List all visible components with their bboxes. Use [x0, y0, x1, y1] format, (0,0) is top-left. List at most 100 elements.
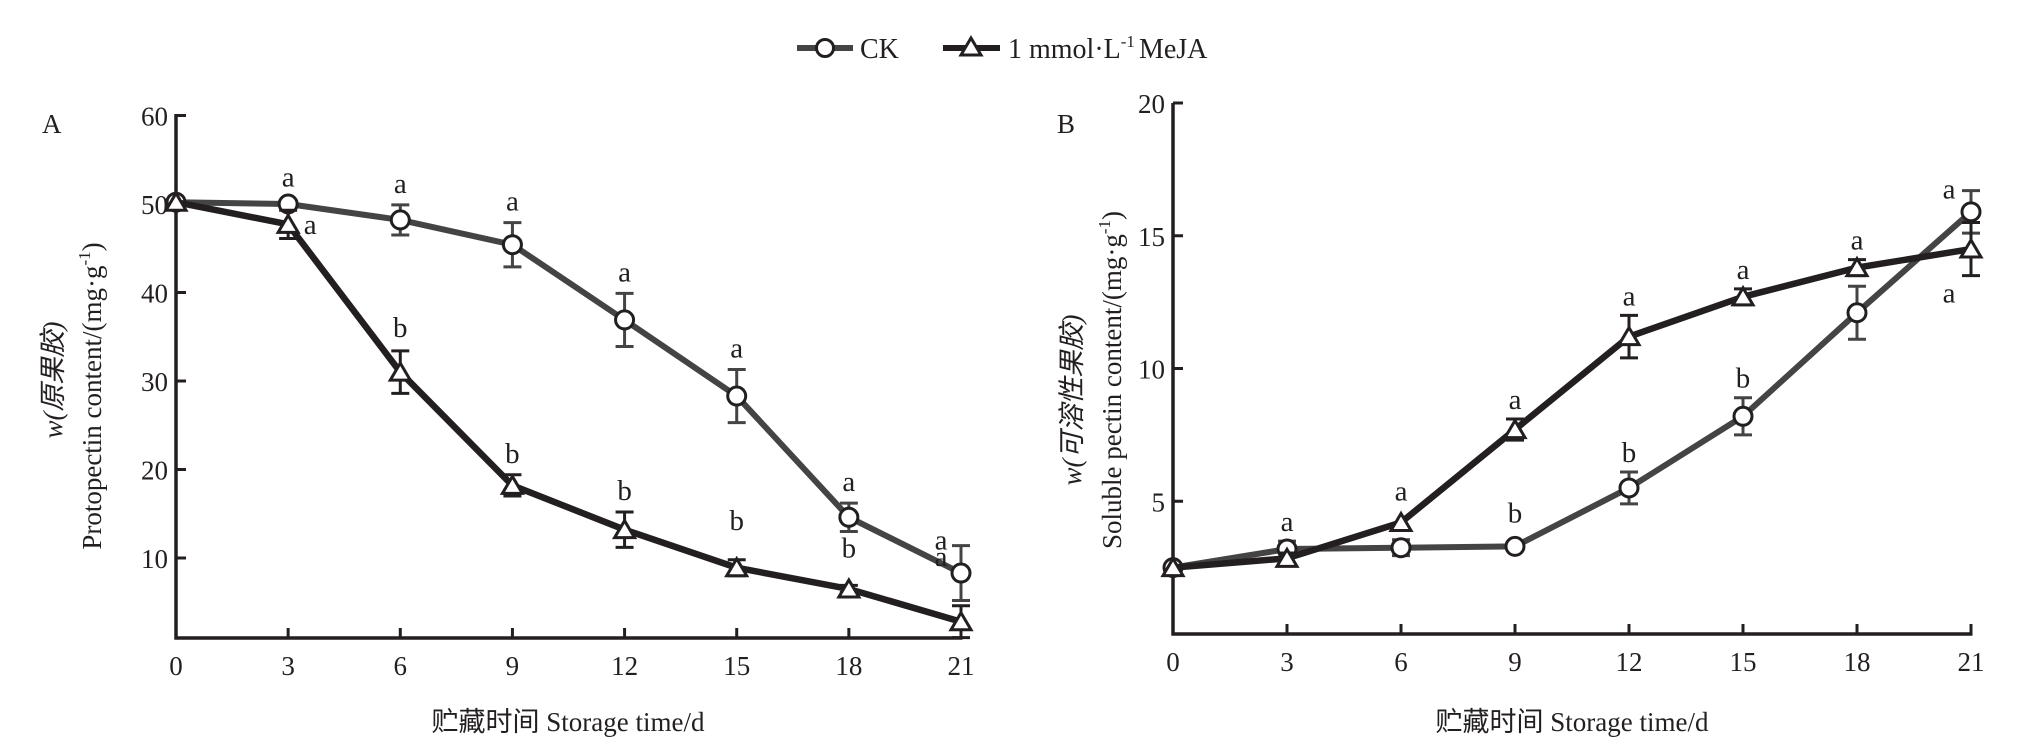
significance-label: a	[304, 209, 317, 241]
significance-label: a	[1943, 174, 1956, 206]
x-tick-label: 12	[611, 651, 638, 681]
data-point-triangle	[1958, 237, 1984, 259]
panel-b-series: abbbaaaaaaaa	[1160, 174, 1984, 579]
data-point-triangle	[163, 190, 189, 212]
significance-label: b	[1622, 437, 1637, 469]
panel-b-soluble-pectin: B w(可溶性果胶) Soluble pectin content/(mg·g-…	[1057, 89, 1985, 737]
data-point-circle	[1504, 535, 1526, 557]
panel-b-y-title: w(可溶性果胶)	[1057, 315, 1087, 486]
data-point-circle	[726, 385, 748, 407]
data-point-triangle	[1730, 284, 1756, 307]
significance-label: b	[842, 532, 857, 564]
data-point-circle	[1732, 405, 1754, 427]
significance-label: a	[1281, 506, 1294, 538]
significance-label: a	[730, 332, 743, 364]
panel-a-y-title: w(原果胶)	[38, 322, 68, 439]
series-ck: a b b b a a	[1162, 174, 1982, 579]
y-tick-label: 10	[1138, 355, 1165, 385]
legend: CK 1 mmol·L-1 MeJA	[797, 32, 1208, 65]
data-point-circle	[1846, 302, 1868, 324]
panel-b-ylabel-sup: -1	[1095, 220, 1114, 234]
x-tick-label: 15	[1730, 647, 1757, 677]
significance-label: a	[394, 168, 407, 200]
panel-a-x-title: 贮藏时间 Storage time/d	[432, 707, 705, 737]
legend-meja-label-tail: MeJA	[1139, 34, 1208, 65]
y-tick-label: 20	[1138, 89, 1165, 119]
legend-meja-marker-icon	[958, 35, 984, 57]
significance-label: b	[393, 312, 408, 344]
y-tick-label: 50	[141, 190, 168, 220]
data-point-circle	[838, 506, 860, 528]
panel-b-ylabel-cn: w(可溶性果胶)	[1057, 315, 1087, 486]
panel-b-x-title: 贮藏时间 Storage time/d	[1436, 707, 1709, 737]
y-tick-label: 30	[141, 367, 168, 397]
x-tick-label: 21	[948, 651, 975, 681]
panel-a-ylabel-en: Protopectin content/(mg·g-1)	[75, 242, 107, 549]
legend-item-meja: 1 mmol·L-1 MeJA	[943, 32, 1208, 65]
legend-ck-label: CK	[860, 34, 899, 65]
data-point-triangle	[387, 360, 413, 382]
panel-b-ylabel-tail: )	[1097, 211, 1127, 220]
y-tick-label: 5	[1152, 487, 1166, 517]
panel-b-ylabel-en-main: Soluble pectin content/(mg·g	[1097, 234, 1127, 549]
y-tick-label: 20	[141, 456, 168, 486]
data-point-triangle	[1274, 546, 1300, 568]
legend-meja-label-sup: -1	[1121, 32, 1135, 51]
panel-a-ylabel-sup: -1	[75, 251, 94, 265]
significance-label: b	[729, 505, 744, 537]
significance-label: b	[1508, 497, 1523, 529]
data-point-circle	[1390, 537, 1412, 559]
x-tick-label: 9	[1508, 647, 1522, 677]
data-point-triangle	[1160, 555, 1186, 578]
panel-a-ylabel-en-main: Protopectin content/(mg·g	[77, 265, 107, 549]
x-tick-label: 3	[1280, 647, 1294, 677]
panel-a-ylabel-cn: w(原果胶)	[38, 322, 68, 439]
significance-label: a	[1395, 475, 1408, 507]
data-point-triangle	[1502, 417, 1528, 440]
panel-b-y-title-en: Soluble pectin content/(mg·g-1)	[1095, 211, 1127, 549]
series-meja: a a a a a a	[1160, 220, 1984, 578]
data-point-triangle	[1844, 255, 1870, 278]
significance-label: a	[506, 186, 519, 218]
data-point-triangle	[275, 212, 301, 234]
significance-label: b	[505, 438, 520, 470]
y-tick-label: 10	[141, 544, 168, 574]
y-tick-label: 40	[141, 279, 168, 309]
panel-b-ylabel-en: Soluble pectin content/(mg·g-1)	[1095, 211, 1127, 549]
data-point-triangle	[611, 517, 638, 540]
x-tick-label: 12	[1616, 647, 1643, 677]
series-line	[1172, 245, 1972, 571]
x-tick-label: 21	[1958, 647, 1985, 677]
significance-label: a	[935, 525, 948, 557]
y-tick-label: 15	[1138, 222, 1165, 252]
data-point-triangle	[1616, 324, 1642, 347]
data-point-circle	[389, 209, 411, 231]
data-point-circle	[950, 562, 972, 584]
panel-a-protopectin: A w(原果胶) Protopectin content/(mg·g-1) 10…	[38, 102, 975, 738]
x-tick-label: 3	[281, 651, 295, 681]
x-tick-label: 0	[1166, 647, 1180, 677]
legend-ck-marker-icon	[815, 38, 835, 58]
x-tick-label: 15	[723, 651, 750, 681]
panel-a-y-ticks: 10 20 30 40 50 60	[141, 102, 186, 574]
significance-label: a	[1851, 225, 1864, 257]
panel-a-y-title-en: Protopectin content/(mg·g-1)	[75, 242, 107, 549]
data-point-triangle	[836, 577, 862, 599]
data-point-circle	[1960, 201, 1982, 223]
panel-b-x-ticks: 0 3 6 9 12 15 18 21	[1166, 624, 1985, 677]
data-point-circle	[614, 309, 636, 331]
data-point-triangle	[724, 555, 750, 578]
x-tick-label: 6	[1394, 647, 1408, 677]
series-line	[175, 199, 963, 576]
x-tick-label: 18	[835, 651, 862, 681]
significance-label: b	[617, 475, 632, 507]
series-line	[1172, 209, 1973, 571]
data-point-circle	[501, 234, 523, 256]
data-point-circle	[1618, 477, 1640, 499]
significance-label: a	[618, 256, 631, 288]
significance-label: a	[1943, 277, 1956, 309]
x-tick-label: 0	[169, 651, 183, 681]
panel-b-letter: B	[1057, 109, 1075, 139]
